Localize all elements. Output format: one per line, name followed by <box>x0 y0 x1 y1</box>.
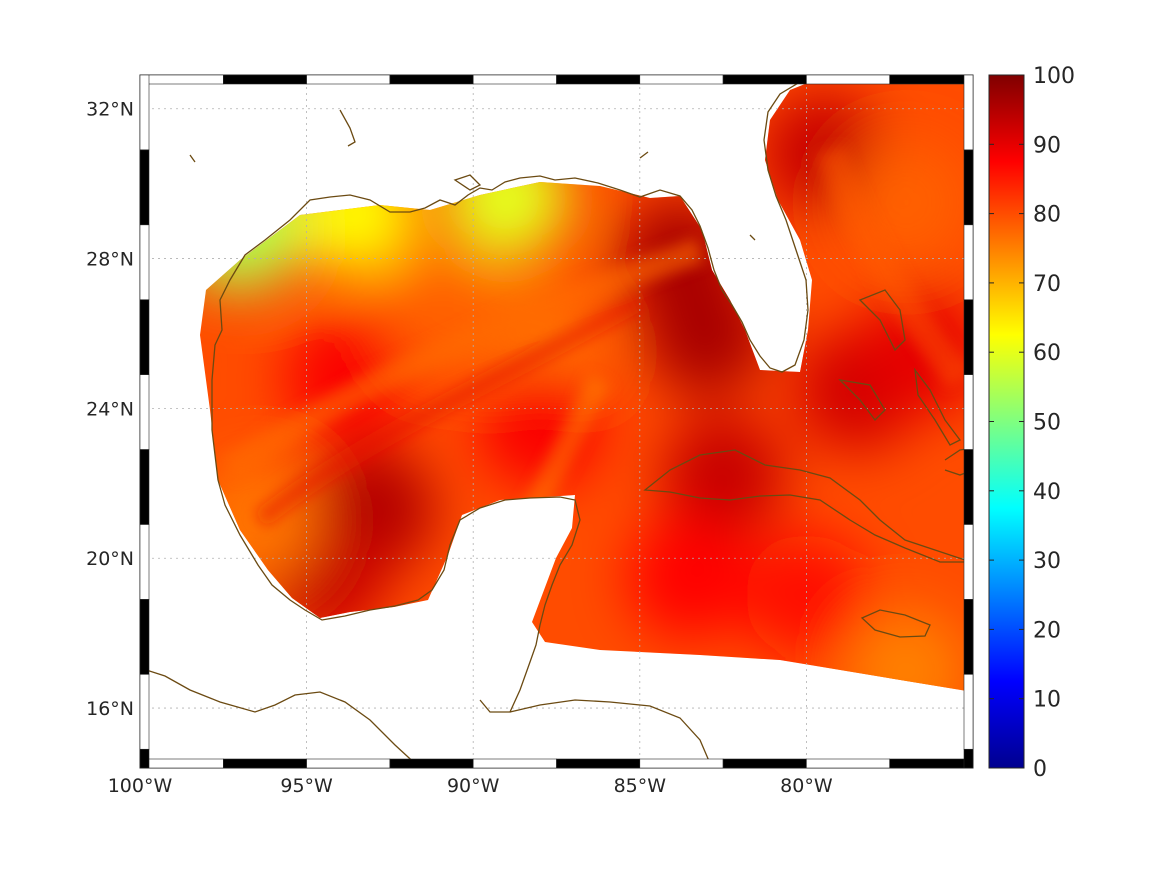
frame-left-segment <box>139 748 150 769</box>
frame-right-segment <box>963 674 974 750</box>
y-tick-label-2: 24°N <box>86 398 134 420</box>
frame-bottom-segment <box>722 758 807 769</box>
frame-top-segment <box>806 74 891 85</box>
frame-bottom-segment <box>556 758 641 769</box>
colorbar-tick-label-3: 30 <box>1033 549 1061 574</box>
x-tick-label-0: 100°W <box>108 775 173 797</box>
frame-left-segment <box>139 599 150 675</box>
frame-bottom-segment <box>806 758 891 769</box>
x-tick-label-4: 80°W <box>780 775 833 797</box>
frame-top-segment <box>306 74 391 85</box>
grid-lines <box>140 75 973 768</box>
colorbar-tick-label-8: 80 <box>1033 203 1061 228</box>
frame-bottom-segment <box>639 758 724 769</box>
frame-bottom-segment <box>223 758 307 769</box>
coastline-central-america <box>140 667 421 768</box>
x-tick-label-3: 85°W <box>614 775 667 797</box>
frame-bottom-segment <box>389 758 474 769</box>
frame-top-segment <box>139 74 224 85</box>
frame-left-segment <box>139 374 150 450</box>
coastline-jamaica <box>860 609 931 638</box>
frame-right-segment <box>963 374 974 450</box>
colorbar-ticks: 0 10 20 30 40 50 60 70 80 90 100 <box>989 64 1075 782</box>
field-feature-14 <box>661 413 786 538</box>
colorbar-tick-label-0: 0 <box>1033 757 1047 782</box>
field-feature-7 <box>200 458 319 583</box>
frame-top-segment <box>472 74 557 85</box>
frame-left-segment <box>139 674 150 750</box>
frame-right-segment <box>963 149 974 226</box>
frame-bottom-segment <box>139 758 224 769</box>
frame-top-segment <box>389 74 474 85</box>
coastline-mexico <box>217 479 581 713</box>
colorbar-tick-label-1: 10 <box>1033 688 1061 713</box>
frame-bottom-segment <box>889 758 974 769</box>
frame-top-segment <box>223 74 307 85</box>
colorbar-tick-label-9: 90 <box>1033 133 1061 158</box>
frame-top-segment <box>639 74 724 85</box>
frame-right-segment <box>963 74 974 151</box>
map-frame <box>139 74 974 769</box>
coastline-gulf <box>211 77 819 481</box>
field-feature-2 <box>294 151 419 276</box>
frame-top-segment <box>722 74 807 85</box>
frame-bottom-segment <box>472 758 557 769</box>
frame-bottom-segment <box>306 758 391 769</box>
frame-right-segment <box>963 224 974 301</box>
field-feature-17 <box>744 533 869 658</box>
coastlines <box>140 77 973 768</box>
frame-left-segment <box>139 149 150 226</box>
frame-right-segment <box>963 524 974 600</box>
x-tick-label-2: 90°W <box>447 775 500 797</box>
coastline-inland-lakes <box>189 109 756 241</box>
y-axis-ticks: 16°N 20°N 24°N 28°N 32°N <box>86 99 134 720</box>
coastline-honduras <box>509 699 713 768</box>
colorbar-gradient <box>988 74 1025 769</box>
frame-right-segment <box>963 299 974 375</box>
y-tick-label-3: 28°N <box>86 249 134 271</box>
field-feature-0 <box>200 166 302 291</box>
field-feature-15 <box>627 514 752 639</box>
field-feature-4 <box>644 271 769 396</box>
frame-left-segment <box>139 299 150 375</box>
colorbar-tick-label-10: 100 <box>1033 64 1075 89</box>
x-axis-ticks: 100°W 95°W 90°W 85°W 80°W <box>108 775 833 797</box>
colorbar-tick-label-6: 60 <box>1033 341 1061 366</box>
colorbar-tick-label-7: 70 <box>1033 272 1061 297</box>
frame-right-segment <box>963 449 974 525</box>
frame-top-segment <box>889 74 974 85</box>
colorbar-tick-label-2: 20 <box>1033 618 1061 643</box>
frame-left-segment <box>139 524 150 600</box>
colorbar-tick-label-4: 40 <box>1033 480 1061 505</box>
colorbar-tick-label-5: 50 <box>1033 411 1061 436</box>
coastline-bahamas <box>838 289 961 446</box>
frame-right-segment <box>963 748 974 769</box>
frame-left-segment <box>139 224 150 301</box>
y-tick-label-1: 20°N <box>86 548 134 570</box>
frame-top-segment <box>556 74 641 85</box>
y-tick-label-0: 16°N <box>86 698 134 720</box>
frame-left-segment <box>139 74 150 151</box>
y-tick-label-4: 32°N <box>86 99 134 121</box>
frame-right-segment <box>963 599 974 675</box>
field-feature-16 <box>844 608 969 692</box>
frame-left-segment <box>139 449 150 525</box>
x-tick-label-1: 95°W <box>280 775 333 797</box>
colorbar: 0 10 20 30 40 50 60 70 80 90 100 <box>988 64 1075 782</box>
